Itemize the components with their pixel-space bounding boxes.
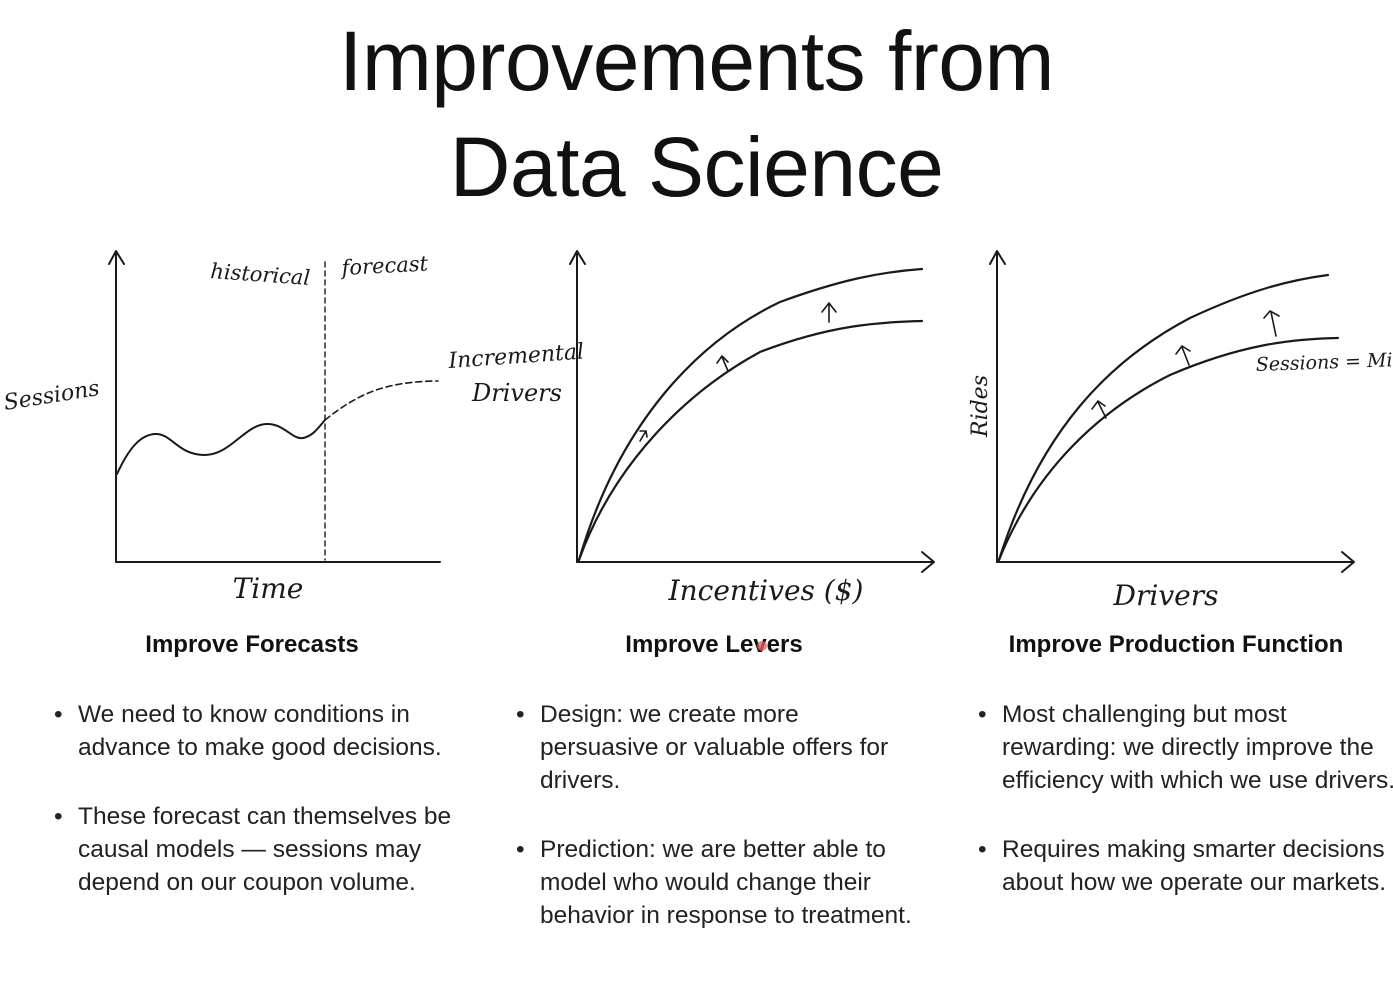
levers-bullets: Design: we create more persuasive or val…	[516, 698, 918, 968]
list-item: Requires making smarter decisions about …	[978, 833, 1393, 899]
forecast-y-arrowhead	[108, 250, 125, 265]
production-bullets: Most challenging but most rewarding: we …	[978, 698, 1393, 935]
levers-upper-curve	[577, 267, 924, 562]
production-y-label: Rides	[968, 375, 993, 438]
levers-y-label-2: Drivers	[471, 379, 562, 407]
list-item: Design: we create more persuasive or val…	[516, 698, 918, 797]
list-item: Most challenging but most rewarding: we …	[978, 698, 1393, 797]
list-item: These forecast can themselves be causal …	[54, 800, 468, 899]
production-shift-arrow-1	[1091, 400, 1107, 419]
levers-shift-arrow-2	[716, 355, 729, 372]
production-upper-curve	[997, 273, 1330, 562]
forecast-y-label: Sessions	[2, 376, 101, 416]
cursor-highlight	[757, 641, 767, 651]
production-chart: Rides Drivers Sessions = Mid	[968, 250, 1393, 612]
levers-chart: Incremental Drivers Incentives ($)	[447, 250, 935, 607]
forecast-chart: Sessions Time historical forecast	[2, 250, 441, 605]
production-shift-arrow-3	[1263, 310, 1280, 337]
levers-x-arrowhead	[921, 551, 935, 573]
levers-lower-curve	[577, 319, 924, 562]
production-x-arrowhead	[1341, 551, 1355, 573]
levers-shift-arrow-1	[639, 430, 648, 442]
production-curve-label: Sessions = Mid	[1255, 349, 1393, 376]
heading-levers: Improve Levers	[625, 631, 803, 658]
production-y-arrowhead	[989, 250, 1006, 265]
title-line-2: Data Science	[449, 120, 944, 214]
title-line-1: Improvements from	[338, 14, 1055, 108]
historical-series	[116, 419, 326, 475]
production-shift-arrow-2	[1175, 345, 1191, 366]
levers-shift-arrow-3	[821, 302, 837, 323]
list-item: Prediction: we are better able to model …	[516, 833, 918, 932]
sketch-diagrams: Sessions Time historical forecast Increm…	[2, 250, 1393, 612]
levers-x-label: Incentives ($)	[668, 574, 864, 607]
page-title: Improvements from Data Science	[0, 8, 1393, 220]
heading-forecasts: Improve Forecasts	[145, 631, 359, 658]
levers-y-arrowhead	[569, 250, 586, 265]
heading-production: Improve Production Function	[1008, 631, 1344, 658]
forecast-region-label: forecast	[339, 251, 429, 280]
production-lower-curve	[997, 336, 1340, 562]
forecasts-bullets: We need to know conditions in advance to…	[54, 698, 468, 935]
production-x-label: Drivers	[1113, 579, 1219, 612]
historical-region-label: historical	[210, 259, 311, 290]
forecast-series	[324, 380, 439, 421]
list-item: We need to know conditions in advance to…	[54, 698, 468, 764]
levers-y-label-1: Incremental	[447, 340, 585, 374]
forecast-x-label: Time	[233, 572, 304, 605]
